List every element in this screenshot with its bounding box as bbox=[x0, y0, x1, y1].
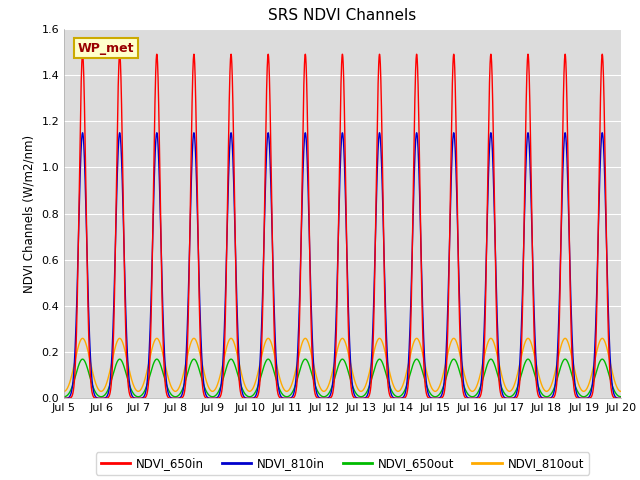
NDVI_810out bbox=[79, 336, 86, 341]
NDVI_810out bbox=[588, 372, 595, 378]
Line: NDVI_810in: NDVI_810in bbox=[64, 133, 621, 398]
NDVI_810out bbox=[273, 365, 281, 371]
NDVI_810out bbox=[566, 344, 573, 350]
Title: SRS NDVI Channels: SRS NDVI Channels bbox=[268, 9, 417, 24]
NDVI_810out bbox=[617, 388, 625, 394]
NDVI_650out bbox=[617, 394, 625, 400]
NDVI_650in bbox=[60, 396, 68, 401]
NDVI_650out bbox=[563, 358, 571, 363]
NDVI_650out bbox=[60, 394, 68, 400]
NDVI_810in bbox=[617, 396, 625, 401]
NDVI_810in bbox=[273, 374, 281, 380]
NDVI_810in bbox=[60, 396, 68, 401]
NDVI_810out bbox=[127, 373, 134, 379]
NDVI_650in bbox=[409, 235, 417, 241]
Line: NDVI_650in: NDVI_650in bbox=[64, 54, 621, 398]
NDVI_650out bbox=[566, 364, 573, 370]
NDVI_810out bbox=[60, 388, 68, 394]
NDVI_810out bbox=[563, 337, 571, 343]
NDVI_810in bbox=[409, 236, 417, 242]
Line: NDVI_650out: NDVI_650out bbox=[64, 359, 621, 397]
NDVI_650out bbox=[79, 356, 86, 362]
NDVI_810in bbox=[563, 153, 571, 158]
NDVI_810in bbox=[566, 244, 573, 250]
NDVI_650in bbox=[563, 94, 571, 100]
NDVI_650out bbox=[127, 385, 134, 391]
NDVI_650in bbox=[617, 396, 625, 401]
NDVI_650in bbox=[79, 51, 86, 57]
NDVI_650in bbox=[127, 394, 134, 400]
Legend: NDVI_650in, NDVI_810in, NDVI_650out, NDVI_810out: NDVI_650in, NDVI_810in, NDVI_650out, NDV… bbox=[96, 452, 589, 475]
NDVI_810in bbox=[79, 130, 86, 136]
NDVI_650out bbox=[588, 385, 595, 391]
Line: NDVI_810out: NDVI_810out bbox=[64, 338, 621, 391]
NDVI_650in bbox=[588, 394, 595, 399]
NDVI_650in bbox=[566, 246, 573, 252]
NDVI_650out bbox=[409, 363, 417, 369]
NDVI_650in bbox=[273, 388, 281, 394]
NDVI_810in bbox=[127, 389, 134, 395]
NDVI_810in bbox=[588, 388, 595, 394]
NDVI_810out bbox=[409, 343, 417, 349]
NDVI_650out bbox=[273, 380, 281, 386]
Y-axis label: NDVI Channels (W/m2/nm): NDVI Channels (W/m2/nm) bbox=[23, 134, 36, 293]
Text: WP_met: WP_met bbox=[78, 42, 134, 55]
